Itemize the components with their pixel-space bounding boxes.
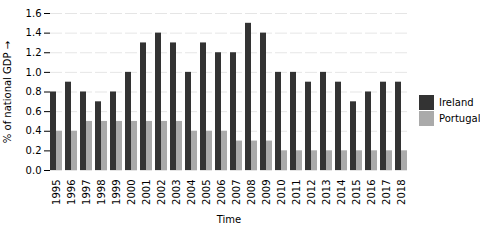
svg-text:0.4: 0.4 (26, 125, 42, 136)
svg-text:Time: Time (216, 213, 241, 224)
html-text:Portugal: Portugal (439, 113, 481, 124)
svg-text:2011: 2011 (291, 179, 302, 204)
svg-text:0.2: 0.2 (26, 145, 42, 156)
svg-text:2013: 2013 (321, 179, 332, 204)
svg-text:1997: 1997 (81, 179, 92, 204)
svg-text:1.4: 1.4 (26, 27, 42, 38)
svg-text:2006: 2006 (216, 179, 227, 204)
svg-text:0.8: 0.8 (26, 86, 42, 97)
svg-text:2008: 2008 (246, 179, 257, 204)
svg-text:2002: 2002 (156, 179, 167, 204)
svg-text:2001: 2001 (141, 179, 152, 204)
svg-text:1996: 1996 (66, 179, 77, 204)
svg-text:2015: 2015 (351, 179, 362, 204)
svg-text:1.0: 1.0 (26, 66, 42, 77)
svg-text:2010: 2010 (276, 179, 287, 204)
svg-text:2014: 2014 (336, 179, 347, 204)
svg-text:2018: 2018 (396, 179, 407, 204)
svg-text:2005: 2005 (201, 179, 212, 204)
svg-text:1999: 1999 (111, 179, 122, 204)
svg-text:2009: 2009 (261, 179, 272, 204)
svg-text:2017: 2017 (381, 179, 392, 204)
svg-text:2000: 2000 (126, 179, 137, 204)
svg-text:1.6: 1.6 (26, 7, 42, 18)
svg-text:0.6: 0.6 (26, 105, 42, 116)
svg-text:2003: 2003 (171, 179, 182, 204)
svg-text:2012: 2012 (306, 179, 317, 204)
svg-text:2007: 2007 (231, 179, 242, 204)
svg-text:1995: 1995 (51, 179, 62, 204)
svg-text:% of national GDP →: % of national GDP → (2, 40, 13, 142)
html-text:Ireland: Ireland (439, 97, 474, 108)
svg-text:2004: 2004 (186, 179, 197, 204)
svg-text:1.2: 1.2 (26, 46, 42, 57)
svg-text:1998: 1998 (96, 179, 107, 204)
svg-text:0.0: 0.0 (26, 164, 42, 175)
svg-text:2016: 2016 (366, 179, 377, 204)
